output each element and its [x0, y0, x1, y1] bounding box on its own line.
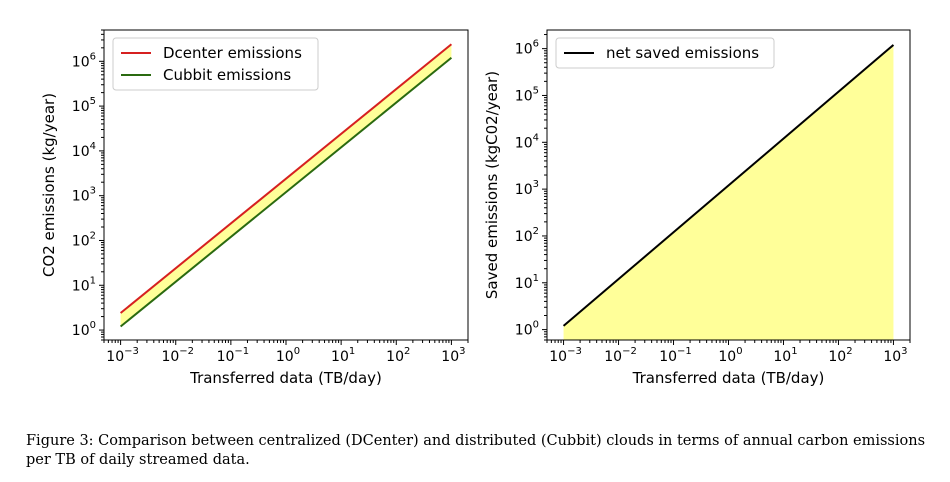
y-axis-label: Saved emissions (kgC02/year) [483, 71, 501, 299]
x-tick-label: 101 [331, 346, 355, 365]
series-line-1 [119, 56, 453, 328]
x-tick-label: 10−1 [659, 346, 692, 365]
x-tick-label: 10−3 [106, 346, 139, 365]
y-tick-label: 106 [515, 39, 539, 58]
y-tick-label: 103 [515, 179, 539, 198]
saved-emissions-area [563, 44, 894, 340]
x-tick-label: 100 [718, 346, 742, 365]
x-tick-label: 103 [441, 346, 465, 365]
y-tick-label: 102 [72, 230, 96, 249]
x-tick-label: 100 [276, 346, 300, 365]
x-tick-label: 102 [828, 346, 852, 365]
legend-box [112, 37, 319, 91]
y-tick-label: 104 [72, 141, 96, 160]
y-tick-label: 101 [515, 273, 539, 292]
y-tick-label: 105 [72, 96, 96, 115]
x-tick-label: 103 [883, 346, 907, 365]
legend-label-0: Dcenter emissions [163, 44, 302, 62]
legend: net saved emissions [555, 37, 775, 69]
x-tick-label: 101 [773, 346, 797, 365]
x-tick-label: 102 [386, 346, 410, 365]
legend-label-0: net saved emissions [606, 44, 759, 62]
y-tick-label: 106 [72, 51, 96, 70]
x-tick-label: 10−2 [161, 346, 194, 365]
x-axis-label: Transferred data (TB/day) [189, 369, 382, 387]
legend: Dcenter emissions Cubbit emissions [112, 37, 319, 91]
series-line-0 [119, 43, 453, 314]
y-tick-label: 103 [72, 186, 96, 205]
x-axis-label: Transferred data (TB/day) [632, 369, 825, 387]
x-tick-label: 10−3 [549, 346, 582, 365]
series-line-0 [562, 44, 895, 327]
figure: 10−3 10−2 10−1 100 101 102 103 100 101 102 103 104 1… [40, 29, 911, 387]
legend-box [555, 37, 775, 69]
y-axis-label: CO2 emissions (kg/year) [40, 93, 58, 277]
figure-caption: Figure 3: Comparison between centralized… [26, 433, 926, 468]
y-tick-label: 104 [515, 132, 539, 151]
x-tick-label: 10−2 [604, 346, 637, 365]
x-tick-label: 10−1 [217, 346, 250, 365]
fill-between-area [120, 44, 452, 327]
y-tick-label: 100 [515, 320, 539, 339]
left-plot: 10−3 10−2 10−1 100 101 102 103 100 101 102 103 104 1… [40, 29, 469, 387]
y-tick-label: 100 [72, 320, 96, 339]
y-tick-label: 101 [72, 275, 96, 294]
legend-label-1: Cubbit emissions [163, 66, 291, 84]
right-plot: 10−3 10−2 10−1 100 101 102 103 100 101 102 103 104 1… [483, 29, 911, 387]
y-tick-label: 105 [515, 85, 539, 104]
y-tick-label: 102 [515, 226, 539, 245]
